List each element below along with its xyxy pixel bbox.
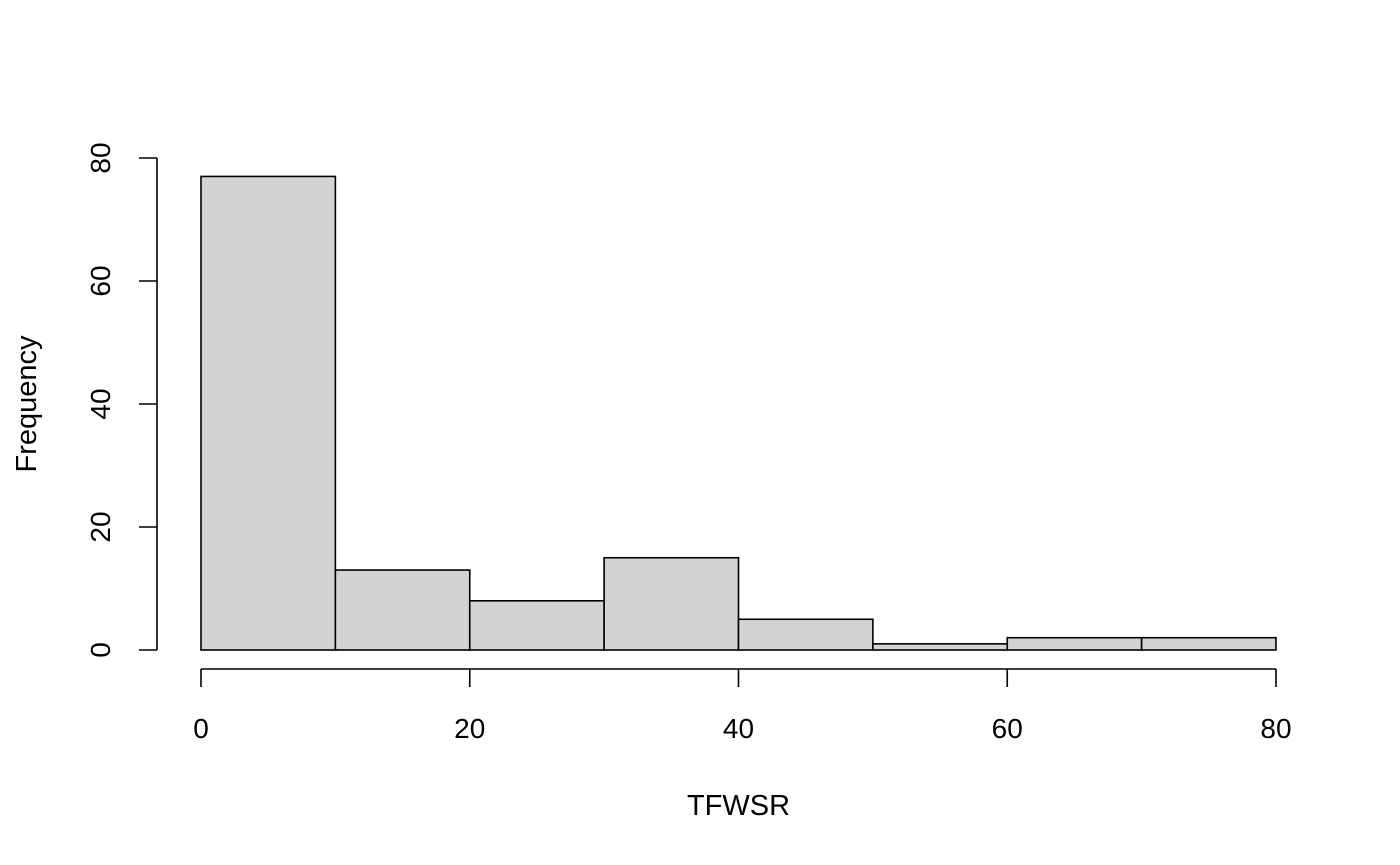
x-tick-label-80: 80	[1260, 713, 1291, 744]
histogram-bar-3	[603, 556, 740, 651]
y-tick-label-20: 20	[85, 511, 116, 542]
histogram-bar-5	[872, 643, 1009, 651]
x-axis: 0 20 40 60 80	[193, 668, 1292, 744]
histogram-bar-7	[1140, 636, 1277, 651]
histogram-bar-1	[334, 569, 471, 651]
x-tick-label-20: 20	[454, 713, 485, 744]
histogram-bar-6	[1006, 636, 1143, 651]
y-tick-label-0: 0	[85, 642, 116, 658]
bars-group	[200, 175, 1277, 651]
y-axis-title: Frequency	[11, 335, 43, 473]
x-tick-label-40: 40	[723, 713, 754, 744]
y-tick-label-80: 80	[85, 142, 116, 173]
histogram-bar-4	[737, 618, 874, 651]
histogram-bar-0	[200, 175, 337, 651]
y-tick-label-60: 60	[85, 265, 116, 296]
histogram-bar-2	[468, 599, 605, 651]
x-axis-title: TFWSR	[687, 790, 790, 822]
x-tick-label-0: 0	[193, 713, 209, 744]
x-tick-label-60: 60	[992, 713, 1023, 744]
y-tick-label-40: 40	[85, 388, 116, 419]
y-axis: 0 20 40 60 80	[85, 142, 158, 658]
